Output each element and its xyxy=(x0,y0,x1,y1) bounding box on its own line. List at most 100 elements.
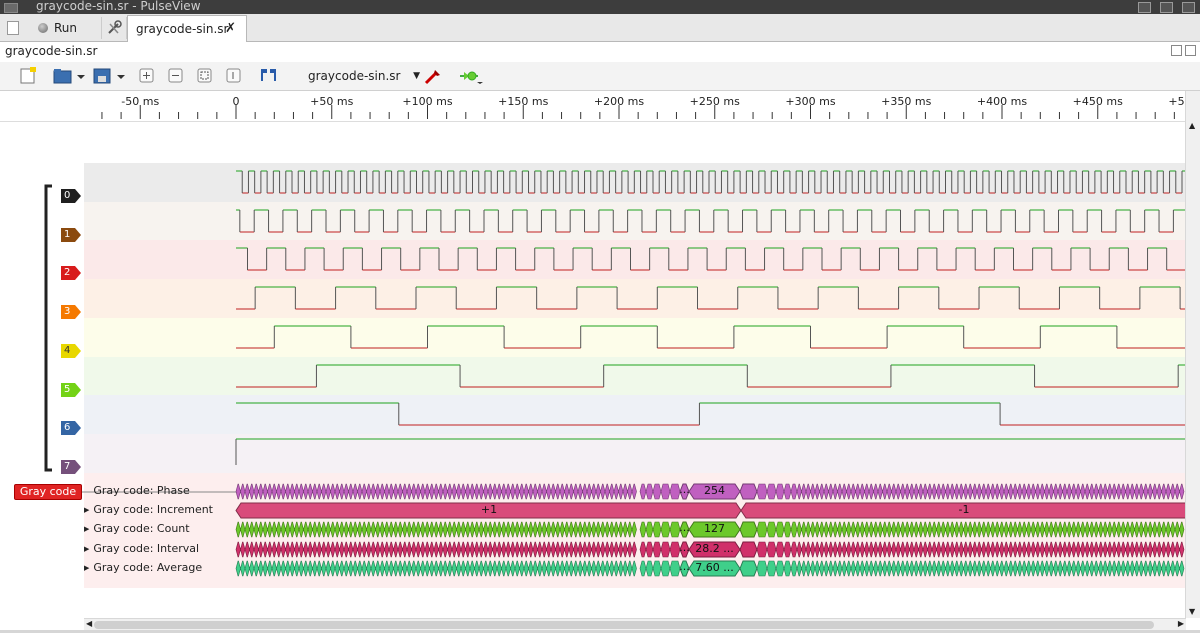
maximize-button[interactable] xyxy=(1160,2,1173,13)
window-menu-icon[interactable] xyxy=(4,3,18,13)
channel-1-badge[interactable]: 1 xyxy=(61,228,81,242)
ruler-tick-label: +400 ms xyxy=(976,95,1028,108)
probe-button[interactable] xyxy=(422,66,444,86)
expand-arrow-icon[interactable]: ▶ xyxy=(84,506,90,514)
channel-6-badge[interactable]: 6 xyxy=(61,421,81,435)
annotation-block[interactable] xyxy=(756,483,768,500)
zoom-in-icon xyxy=(139,68,154,83)
run-button[interactable]: Run xyxy=(32,17,83,39)
annotation-block[interactable] xyxy=(660,483,671,500)
decoder-badge[interactable]: Gray code xyxy=(14,484,82,500)
close-tab-icon[interactable]: ✗ xyxy=(225,21,236,36)
zoom-one-to-one-icon xyxy=(226,68,241,83)
channel-5-badge[interactable]: 5 xyxy=(61,383,81,397)
ruler-tick-label: +50 ms xyxy=(310,95,354,108)
decoder-row-annotations[interactable] xyxy=(235,541,1185,558)
channel-row-bg xyxy=(84,279,1186,318)
annotation-value: 127 xyxy=(704,522,725,535)
annotation-block[interactable] xyxy=(1179,483,1185,500)
close-dock-icon[interactable] xyxy=(1185,45,1196,56)
expand-arrow-icon[interactable]: ▶ xyxy=(84,525,90,533)
annotation-block[interactable] xyxy=(1179,521,1185,538)
horizontal-scrollbar[interactable]: ◀ ▶ xyxy=(84,618,1186,631)
annotation-block[interactable] xyxy=(766,541,777,558)
minimize-button[interactable] xyxy=(1138,2,1151,13)
annotation-block[interactable] xyxy=(660,521,671,538)
scroll-thumb[interactable] xyxy=(94,621,1154,629)
annotation-block[interactable] xyxy=(766,560,777,577)
scroll-down-icon[interactable]: ▼ xyxy=(1189,607,1196,616)
decoder-row-annotations[interactable] xyxy=(235,521,1185,538)
signal-canvas[interactable] xyxy=(0,121,1186,618)
channel-3-badge[interactable]: 3 xyxy=(61,305,81,319)
new-session-button[interactable] xyxy=(0,14,26,41)
decoder-row-label[interactable]: ▶ Gray code: Increment xyxy=(84,503,213,516)
annotation-block[interactable] xyxy=(756,560,768,577)
decoder-row-label[interactable]: ▶ Gray code: Count xyxy=(84,522,190,535)
zoom-one-to-one-button[interactable] xyxy=(225,66,243,86)
decoder-icon xyxy=(460,71,483,84)
close-window-button[interactable] xyxy=(1182,2,1195,13)
decoder-row-annotations[interactable] xyxy=(235,502,1186,519)
annotation-block[interactable] xyxy=(756,541,768,558)
annotation-block[interactable] xyxy=(1179,560,1185,577)
session-selector[interactable]: graycode-sin.sr ▼ xyxy=(302,66,422,86)
annotation-elided[interactable] xyxy=(739,541,758,558)
new-view-icon xyxy=(20,67,36,84)
cursor-button[interactable] xyxy=(258,66,280,86)
expand-arrow-icon[interactable]: ▶ xyxy=(84,545,90,553)
annotation-block[interactable] xyxy=(631,521,637,538)
annotation-block[interactable] xyxy=(1179,541,1185,558)
zoom-in-button[interactable] xyxy=(138,66,156,86)
channel-7-badge[interactable]: 7 xyxy=(61,460,81,474)
scroll-right-icon[interactable]: ▶ xyxy=(1177,619,1184,628)
vertical-scrollbar[interactable]: ▲ ▼ xyxy=(1185,91,1200,618)
annotation-block[interactable] xyxy=(775,560,785,577)
annotation-block[interactable] xyxy=(660,541,671,558)
decoder-row-name: Gray code: Count xyxy=(93,522,190,535)
tab-session[interactable]: graycode-sin.sr ✗ xyxy=(127,15,247,42)
annotation-block[interactable] xyxy=(766,521,777,538)
annotation-block[interactable] xyxy=(775,483,785,500)
ruler-tick-label: +350 ms xyxy=(881,95,932,108)
annotation-block[interactable] xyxy=(631,483,637,500)
new-view-button[interactable] xyxy=(18,66,38,86)
scroll-left-icon[interactable]: ◀ xyxy=(86,619,93,628)
annotation-decrement[interactable] xyxy=(740,502,1186,519)
annotation-block[interactable] xyxy=(766,483,777,500)
annotation-block[interactable] xyxy=(775,521,785,538)
add-decoder-button[interactable] xyxy=(458,66,484,86)
open-button[interactable] xyxy=(52,66,88,86)
decoder-row-label[interactable]: ▶ Gray code: Average xyxy=(84,561,202,574)
decoder-row-annotations[interactable] xyxy=(235,483,1185,500)
zoom-out-button[interactable] xyxy=(167,66,185,86)
annotation-block[interactable] xyxy=(756,521,768,538)
channel-5-trace xyxy=(236,364,1186,388)
annotation-elided[interactable] xyxy=(739,483,758,500)
zoom-fit-button[interactable] xyxy=(196,66,214,86)
annotation-block[interactable] xyxy=(652,483,662,500)
decoder-row-label[interactable]: ▶Gray code: Phase xyxy=(84,484,189,497)
annotation-block[interactable] xyxy=(652,521,662,538)
dock-buttons xyxy=(1168,45,1196,59)
annotation-elided[interactable] xyxy=(739,560,758,577)
channel-row-bg xyxy=(84,357,1186,396)
annotation-block[interactable] xyxy=(652,541,662,558)
settings-button[interactable] xyxy=(101,17,127,39)
annotation-block[interactable] xyxy=(652,560,662,577)
decoder-row-label[interactable]: ▶ Gray code: Interval xyxy=(84,542,199,555)
float-icon[interactable] xyxy=(1171,45,1182,56)
channel-label: 7 xyxy=(64,461,71,472)
decoder-row-annotations[interactable] xyxy=(235,560,1185,577)
expand-arrow-icon[interactable]: ▶ xyxy=(84,564,90,572)
channel-4-badge[interactable]: 4 xyxy=(61,344,81,358)
annotation-block[interactable] xyxy=(631,560,637,577)
annotation-block[interactable] xyxy=(775,541,785,558)
annotation-block[interactable] xyxy=(631,541,637,558)
annotation-elided[interactable] xyxy=(739,521,758,538)
scroll-up-icon[interactable]: ▲ xyxy=(1189,121,1196,130)
annotation-block[interactable] xyxy=(660,560,671,577)
channel-0-badge[interactable]: 0 xyxy=(61,189,81,203)
channel-2-badge[interactable]: 2 xyxy=(61,266,81,280)
save-button[interactable] xyxy=(92,66,128,86)
